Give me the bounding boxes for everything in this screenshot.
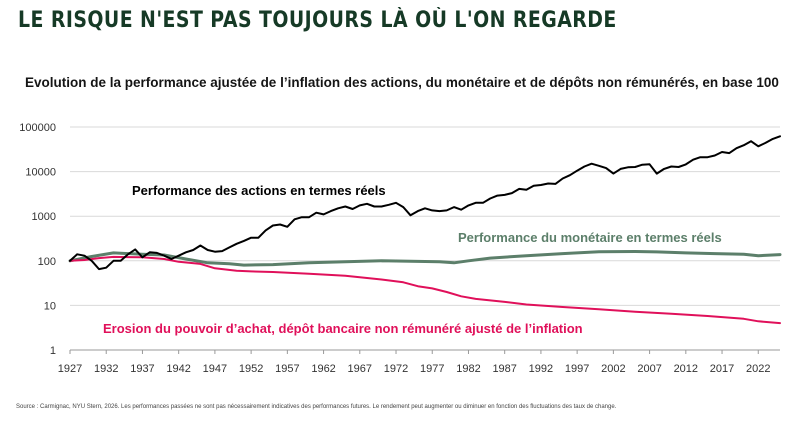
x-tick-label: 1927	[58, 363, 82, 375]
x-tick-label: 1937	[130, 363, 154, 375]
chart-lines	[68, 135, 782, 325]
x-tick-label: 1947	[203, 363, 227, 375]
page-title: LE RISQUE N'EST PAS TOUJOURS LÀ OÙ L'ON …	[18, 8, 617, 33]
x-tick-label: 2017	[710, 363, 734, 375]
money-market-line	[68, 250, 782, 267]
x-tick-label: 1932	[94, 363, 118, 375]
x-tick-label: 1987	[492, 363, 516, 375]
y-tick-label: 1000	[32, 211, 56, 223]
x-tick-label: 2007	[637, 363, 661, 375]
equities-label: Performance des actions en termes réels	[132, 183, 386, 198]
y-tick-label: 10000	[25, 167, 56, 179]
y-tick-label: 100	[38, 256, 56, 268]
x-tick-label: 1992	[529, 363, 553, 375]
source-note: Source : Carmignac, NYU Stern, 2026. Les…	[16, 404, 617, 410]
y-tick-label: 100000	[19, 122, 56, 134]
x-tick-label: 2022	[746, 363, 770, 375]
x-tick-label: 1962	[311, 363, 335, 375]
chart-subtitle: Evolution de la performance ajustée de l…	[25, 75, 779, 90]
deposit-label: Erosion du pouvoir d’achat, dépôt bancai…	[103, 321, 583, 336]
x-tick-label: 1967	[348, 363, 372, 375]
y-axis-ticks: 1 10 100 1000 10000 100000	[19, 122, 56, 357]
y-tick-label: 1	[50, 345, 56, 357]
x-tick-label: 1957	[275, 363, 299, 375]
x-tick-label: 1972	[384, 363, 408, 375]
x-tick-label: 1942	[166, 363, 190, 375]
x-tick-label: 1997	[565, 363, 589, 375]
chart-annotations: Performance des actions en termes réels P…	[103, 183, 722, 336]
x-tick-label: 2002	[601, 363, 625, 375]
money-market-label: Performance du monétaire en termes réels	[458, 230, 722, 245]
x-axis-ticks: 1927 1932 1937 1942 1947 1952 1957 1962 1967 1972…	[58, 350, 771, 375]
y-tick-label: 10	[44, 300, 56, 312]
deposit-line	[69, 255, 781, 325]
x-tick-label: 1952	[239, 363, 263, 375]
x-tick-label: 1977	[420, 363, 444, 375]
equities-line	[69, 135, 781, 271]
x-tick-label: 1982	[456, 363, 480, 375]
x-tick-label: 2012	[674, 363, 698, 375]
